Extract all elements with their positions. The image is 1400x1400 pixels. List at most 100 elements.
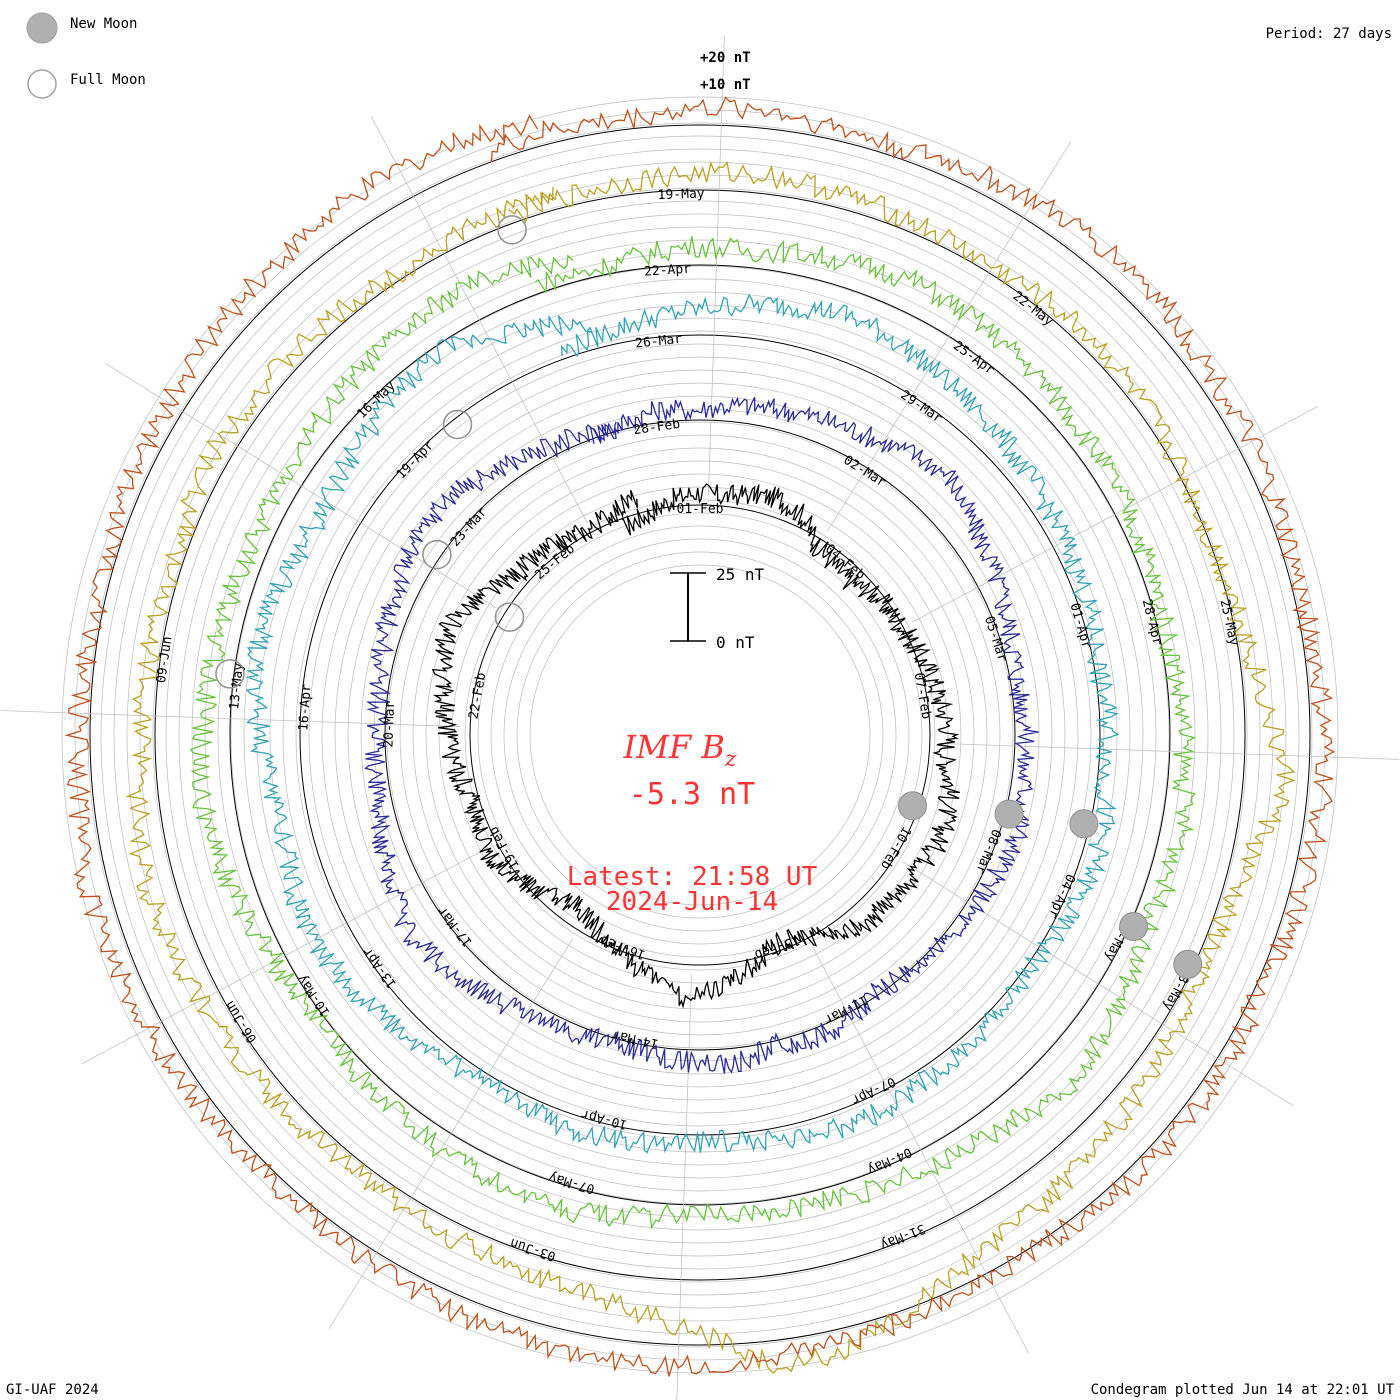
date-label: 07-Feb: [911, 671, 934, 720]
date-label: 22-Feb: [466, 671, 489, 720]
date-label: 07-Apr: [849, 1073, 898, 1107]
full-moon-icon: [27, 69, 57, 99]
grid-ring: [100, 135, 1300, 1335]
baseline-ring-4: [229, 264, 1171, 1206]
scale-bar: 25 nT 0 nT: [670, 565, 765, 652]
spoke: [911, 406, 1319, 623]
grid-ring: [165, 200, 1235, 1270]
date-label: 03-Jun: [508, 1235, 557, 1264]
grid-ring: [256, 291, 1144, 1179]
moon-markers: [215, 215, 1203, 979]
series-trace-5: [125, 161, 1296, 1374]
grid-ring: [230, 265, 1170, 1205]
grid-ring: [87, 122, 1313, 1348]
grid-ring: [178, 213, 1222, 1257]
spoke: [328, 938, 574, 1329]
date-label: 09-Jun: [154, 635, 175, 684]
current-value: -5.3 nT: [629, 777, 755, 812]
baseline-ring-2: [384, 419, 1016, 1051]
spoke: [812, 946, 1029, 1354]
period-label: Period: 27 days: [1266, 26, 1392, 42]
grid-ring: [373, 408, 1027, 1062]
date-label: 13-Apr: [360, 944, 400, 991]
grid-ring: [204, 239, 1196, 1231]
date-labels: 01-Feb04-Feb07-Feb10-Feb13-Feb16-Feb19-F…: [154, 187, 1241, 1264]
grid-ring: [61, 96, 1339, 1374]
date-label: 04-Feb: [822, 541, 868, 583]
spoke: [371, 116, 588, 524]
latest-date: 2024-Jun-14: [606, 887, 778, 917]
grid-ring: [529, 564, 871, 906]
baseline-ring-3: [299, 334, 1101, 1136]
baseline-ring-5: [154, 189, 1246, 1281]
ring-scale-label-20: +20 nT: [700, 50, 751, 66]
date-label: 25-May: [1217, 598, 1241, 647]
date-label: 02-Mar: [841, 453, 889, 491]
date-label: 25-Feb: [532, 541, 578, 583]
full-moon-marker: [442, 409, 473, 440]
date-label: 06-Jun: [223, 998, 261, 1046]
grid-ring: [386, 421, 1014, 1049]
grid-ring: [152, 187, 1248, 1283]
grid-ring: [126, 161, 1274, 1309]
date-label: 22-Apr: [644, 262, 692, 280]
date-label: 01-Feb: [677, 502, 724, 517]
date-label: 19-May: [657, 187, 705, 204]
date-label: 16-Apr: [296, 683, 314, 731]
ring-scale-label-10: +10 nT: [700, 77, 751, 93]
series-trace-1: [431, 483, 960, 1009]
series-trace-3: [245, 293, 1120, 1154]
legend-full-moon-label: Full Moon: [70, 72, 146, 88]
date-label: 20-Mar: [381, 700, 398, 748]
spoke: [708, 35, 725, 496]
grid-ring: [516, 551, 884, 919]
new-moon-marker: [1119, 912, 1149, 942]
latest-time: Latest: 21:58 UT: [567, 862, 818, 892]
baseline-ring-6: [89, 124, 1311, 1346]
grid-ring: [243, 278, 1157, 1192]
full-moon-marker: [215, 659, 245, 689]
date-label: 17-Mar: [435, 903, 476, 949]
date-label: 13-Feb: [752, 932, 801, 962]
date-label: 28-Feb: [632, 417, 681, 438]
new-moon-marker: [1069, 809, 1099, 839]
ring-grid: [61, 96, 1339, 1374]
new-moon-marker: [1173, 949, 1203, 979]
grid-ring: [399, 434, 1001, 1036]
spoke: [106, 363, 497, 609]
new-moon-marker: [898, 791, 928, 821]
chart-title: IMF Bz: [623, 728, 737, 772]
scale-bar-top-label: 25 nT: [716, 565, 765, 584]
date-label: 26-Mar: [635, 332, 683, 352]
grid-ring: [347, 382, 1053, 1088]
credit-label: GI-UAF 2024: [6, 1382, 99, 1398]
date-label: 01-Apr: [1067, 601, 1094, 650]
grid-ring: [412, 447, 988, 1023]
grid-ring: [425, 460, 975, 1010]
grid-ring: [490, 525, 910, 945]
new-moon-icon: [26, 12, 58, 44]
plotted-label: Condegram plotted Jun 14 at 22:01 UT: [1091, 1382, 1395, 1398]
series-trace-6: [64, 96, 1336, 1377]
full-moon-marker: [497, 215, 527, 245]
grid-ring: [113, 148, 1287, 1322]
chart-title-main: IMF B: [623, 728, 725, 766]
grid-ring: [308, 343, 1092, 1127]
date-label: 28-Apr: [1139, 598, 1165, 647]
series-traces: [64, 96, 1336, 1377]
baseline-ring-1: [469, 504, 931, 966]
grid-ring: [321, 356, 1079, 1114]
grid-ring: [503, 538, 897, 932]
spoke: [81, 847, 489, 1064]
new-moon-marker: [994, 799, 1024, 829]
full-moon-marker: [422, 539, 452, 570]
spoke: [676, 974, 692, 1400]
date-label: 16-Feb: [598, 932, 647, 962]
grid-ring: [334, 369, 1066, 1101]
full-moon-marker: [494, 602, 525, 632]
series-trace-2: [364, 396, 1039, 1074]
scale-bar-bottom-label: 0 nT: [716, 633, 755, 652]
date-label: 22-May: [1010, 289, 1056, 330]
series-trace-4: [189, 236, 1197, 1230]
